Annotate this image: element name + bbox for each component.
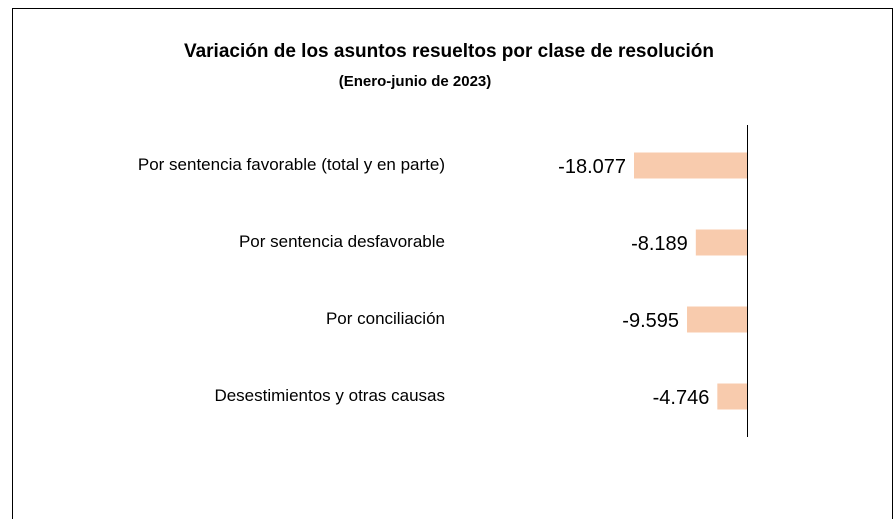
bar (695, 229, 747, 256)
chart-subtitle: (Enero-junio de 2023) (339, 73, 492, 90)
bar (634, 152, 747, 179)
value-label: -9.595 (622, 310, 679, 332)
value-label: -8.189 (631, 233, 688, 255)
bar (717, 383, 747, 410)
chart-title: Variación de los asuntos resueltos por c… (184, 41, 714, 62)
chart-frame (12, 8, 893, 524)
value-label: -4.746 (653, 387, 710, 409)
category-label: Desestimientos y otras causas (214, 386, 445, 405)
category-label: Por conciliación (326, 309, 445, 328)
value-label: -18.077 (558, 156, 626, 178)
bar (687, 306, 747, 333)
category-label: Por sentencia desfavorable (239, 232, 445, 251)
category-label: Por sentencia favorable (total y en part… (138, 155, 445, 174)
